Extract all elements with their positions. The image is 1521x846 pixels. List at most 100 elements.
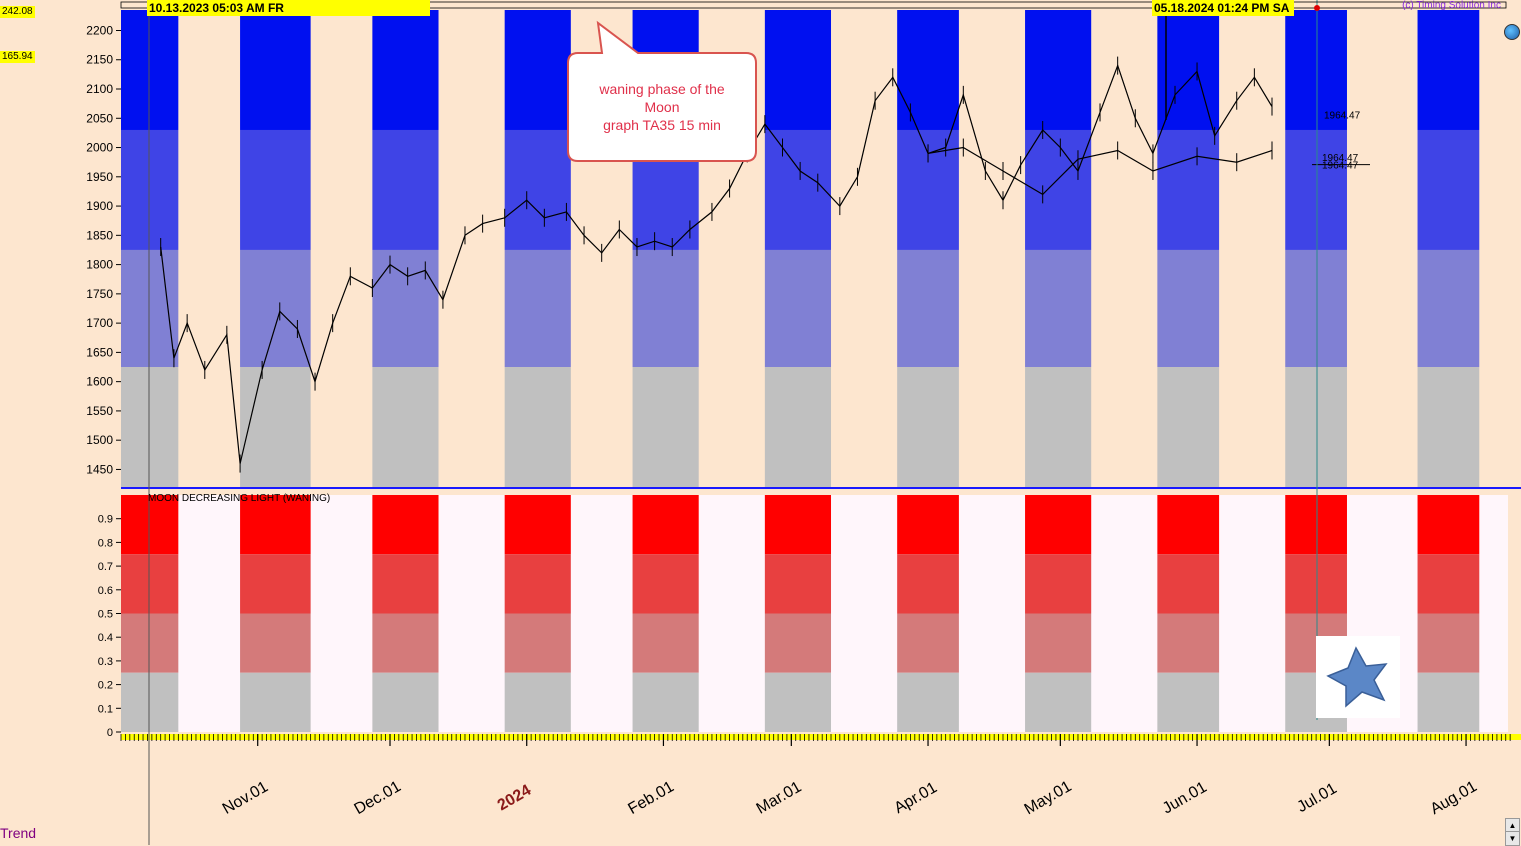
waning-band-upper-segment bbox=[240, 10, 311, 130]
cursor-marker[interactable] bbox=[1314, 5, 1320, 11]
waning-band-upper-segment bbox=[632, 367, 699, 487]
waning-band-upper-segment bbox=[1025, 10, 1092, 130]
waning-band-upper-segment bbox=[1285, 249, 1347, 368]
x-month-label: Feb.01 bbox=[625, 778, 677, 818]
callout-text: waning phase of the Moon graph TA35 15 m… bbox=[599, 81, 725, 133]
waning-band-lower-segment bbox=[372, 672, 439, 732]
y-axis-upper: 1450 1500 1550 1600 1650 1700 1750 1800 1850 1900… bbox=[86, 23, 1521, 489]
waning-band-upper-segment bbox=[504, 249, 571, 368]
waning-band-upper-segment bbox=[1025, 367, 1092, 487]
waning-band-lower-segment bbox=[1025, 613, 1092, 673]
waning-band-lower-segment bbox=[1285, 495, 1347, 555]
waning-band-lower-segment bbox=[121, 672, 179, 732]
price-line bbox=[927, 146, 1273, 196]
waning-band-lower-segment bbox=[1157, 613, 1220, 673]
x-month-label: 2024 bbox=[495, 782, 534, 815]
waning-band-upper-segment bbox=[121, 10, 179, 130]
waning-band-lower-segment bbox=[632, 495, 699, 555]
y-tick-label: 2050 bbox=[86, 111, 113, 125]
y-tick-label: 1450 bbox=[86, 462, 113, 476]
waning-band-lower-segment bbox=[1417, 495, 1480, 555]
waning-band-upper-segment bbox=[121, 367, 179, 487]
y-tick-label: 1800 bbox=[86, 258, 113, 272]
waning-band-upper-segment bbox=[240, 367, 311, 487]
waning-band-upper-segment bbox=[1157, 367, 1220, 487]
waning-band-upper-segment bbox=[764, 249, 832, 368]
waning-band-lower-segment bbox=[632, 554, 699, 614]
side-value-second: 165.94 bbox=[0, 51, 35, 63]
waning-band-lower-segment bbox=[240, 495, 311, 555]
waning-band-upper-segment bbox=[897, 249, 959, 368]
waning-band-upper-segment bbox=[1285, 10, 1347, 130]
waning-band-lower-segment bbox=[897, 495, 959, 555]
x-month-label: Dec.01 bbox=[352, 778, 404, 818]
x-month-label: Mar.01 bbox=[754, 778, 805, 817]
y-tick-label: 0.2 bbox=[98, 680, 113, 692]
waning-band-upper-segment bbox=[240, 249, 311, 368]
waning-band-upper-segment bbox=[1285, 367, 1347, 487]
waning-band-lower-segment bbox=[504, 495, 571, 555]
waning-band-upper-segment bbox=[632, 249, 699, 368]
waning-band-upper-segment bbox=[1157, 10, 1220, 130]
waning-band-lower-segment bbox=[764, 554, 832, 614]
waning-band-upper-segment bbox=[372, 367, 439, 487]
lower-panel-title: MOON DECREASING LIGHT (WANING) bbox=[148, 493, 330, 504]
waning-band-lower-segment bbox=[372, 495, 439, 555]
globe-icon[interactable] bbox=[1504, 24, 1520, 40]
waning-band-upper-segment bbox=[240, 129, 311, 250]
waning-band-upper-segment bbox=[121, 129, 179, 250]
y-tick-label: 0.8 bbox=[98, 537, 113, 549]
y-tick-label: 1900 bbox=[86, 199, 113, 213]
waning-band-upper-segment bbox=[504, 367, 571, 487]
y-tick-label: 0.9 bbox=[98, 514, 113, 526]
callout-bubble bbox=[567, 20, 757, 162]
waning-band-lower-segment bbox=[1025, 672, 1092, 732]
waning-bands-lower bbox=[121, 495, 1480, 732]
waning-band-lower-segment bbox=[1025, 495, 1092, 555]
waning-band-lower-segment bbox=[121, 554, 179, 614]
waning-band-upper-segment bbox=[372, 249, 439, 368]
y-tick-label: 1700 bbox=[86, 316, 113, 330]
waning-band-lower-segment bbox=[764, 672, 832, 732]
start-date-label: 10.13.2023 05:03 AM FR bbox=[147, 0, 430, 16]
waning-band-upper-segment bbox=[897, 367, 959, 487]
x-month-label: Jul.01 bbox=[1294, 780, 1340, 816]
waning-band-upper-segment bbox=[1417, 129, 1480, 250]
waning-band-lower-segment bbox=[372, 613, 439, 673]
y-tick-label: 2150 bbox=[86, 53, 113, 67]
trend-label[interactable]: Trend bbox=[0, 825, 37, 841]
price-series bbox=[160, 56, 1273, 473]
y-tick-label: 1950 bbox=[86, 170, 113, 184]
waning-band-upper-segment bbox=[504, 10, 571, 130]
waning-band-lower-segment bbox=[1157, 554, 1220, 614]
y-tick-label: 1600 bbox=[86, 375, 113, 389]
waning-band-lower-segment bbox=[897, 554, 959, 614]
waning-band-lower-segment bbox=[632, 613, 699, 673]
waning-band-lower-segment bbox=[504, 554, 571, 614]
star-logo-box bbox=[1316, 636, 1400, 718]
waning-band-lower-segment bbox=[897, 672, 959, 732]
waning-band-lower-segment bbox=[632, 672, 699, 732]
x-month-label: Jun.01 bbox=[1160, 779, 1210, 818]
waning-band-upper-segment bbox=[1157, 129, 1220, 250]
waning-band-upper-segment bbox=[1285, 129, 1347, 250]
y-tick-label: 1750 bbox=[86, 287, 113, 301]
y-tick-label: 0.3 bbox=[98, 656, 113, 668]
y-tick-label: 0 bbox=[107, 727, 113, 739]
y-tick-label: 0.7 bbox=[98, 561, 113, 573]
waning-band-upper-segment bbox=[897, 10, 959, 130]
waning-band-upper-segment bbox=[764, 129, 832, 250]
scroll-down-button[interactable]: ▼ bbox=[1505, 831, 1520, 846]
y-tick-label: 1650 bbox=[86, 345, 113, 359]
waning-band-lower-segment bbox=[504, 613, 571, 673]
top-frame bbox=[120, 1, 1507, 9]
waning-band-lower-segment bbox=[1417, 672, 1480, 732]
y-tick-label: 0.6 bbox=[98, 585, 113, 597]
cursor-date-label: 05.18.2024 01:24 PM SA bbox=[1152, 0, 1294, 16]
y-tick-label: 0.4 bbox=[98, 632, 113, 644]
waning-band-upper-segment bbox=[764, 367, 832, 487]
waning-band-lower-segment bbox=[1157, 672, 1220, 732]
waning-band-lower-segment bbox=[240, 613, 311, 673]
